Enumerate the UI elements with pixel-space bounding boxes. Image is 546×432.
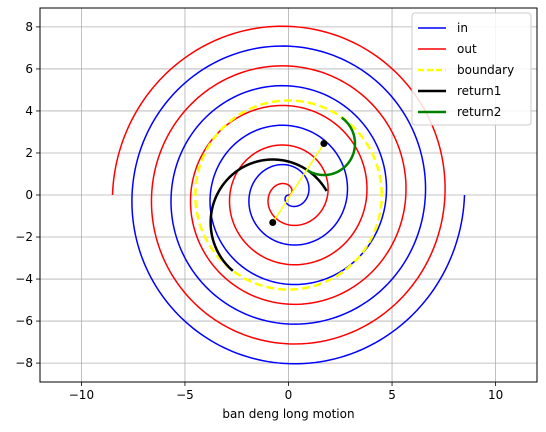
legend-box xyxy=(411,12,532,126)
legend-label-in: in xyxy=(457,21,468,35)
plot-series xyxy=(111,25,466,365)
x-tick-label: 10 xyxy=(488,388,503,402)
y-tick-label: 4 xyxy=(25,104,33,118)
y-tick-label: 2 xyxy=(25,146,33,160)
y-tick-label: −6 xyxy=(15,314,33,328)
x-tick-label: −5 xyxy=(176,388,194,402)
series-return2 xyxy=(305,116,357,177)
legend-label-out: out xyxy=(457,42,477,56)
series-return1 xyxy=(209,158,328,272)
legend-label-return2: return2 xyxy=(457,105,501,119)
legend: in out boundary return1 return2 xyxy=(411,12,532,126)
connector-line xyxy=(272,143,325,223)
series-boundary xyxy=(194,99,383,291)
series-out xyxy=(111,25,446,345)
x-tick-label: 0 xyxy=(285,388,293,402)
x-tick-label: 5 xyxy=(388,388,396,402)
y-tick-label: −2 xyxy=(15,230,33,244)
series-in xyxy=(131,45,466,365)
y-tick-label: 8 xyxy=(25,20,33,34)
x-axis-label: ban deng long motion xyxy=(222,407,354,421)
legend-label-return1: return1 xyxy=(457,84,501,98)
legend-label-boundary: boundary xyxy=(457,63,514,77)
marker-point xyxy=(269,219,277,227)
tick-labels: −10 −5 0 5 10 −8 −6 −4 −2 0 2 4 6 8 xyxy=(15,20,503,402)
y-tick-label: −8 xyxy=(15,356,33,370)
x-tick-label: −10 xyxy=(69,388,94,402)
y-tick-label: 6 xyxy=(25,62,33,76)
y-tick-label: −4 xyxy=(15,272,33,286)
marker-point xyxy=(320,140,328,148)
y-tick-label: 0 xyxy=(25,188,33,202)
